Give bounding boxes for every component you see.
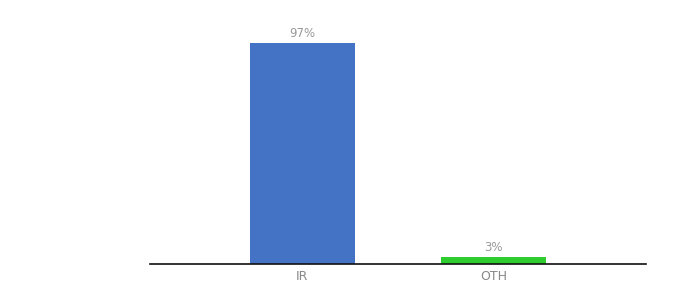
Text: 3%: 3% bbox=[484, 242, 503, 254]
Bar bbox=[250, 43, 355, 264]
Text: 97%: 97% bbox=[289, 27, 316, 40]
Bar bbox=[441, 257, 546, 264]
